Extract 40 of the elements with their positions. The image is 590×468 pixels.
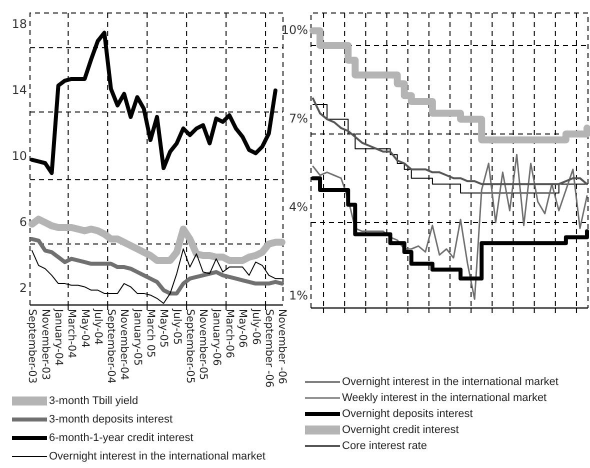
legend-label: Overnight deposits interest bbox=[342, 408, 473, 420]
x-tick-label: September-05 bbox=[184, 309, 196, 384]
x-tick-label: March-04 bbox=[66, 309, 78, 358]
line-series bbox=[30, 237, 284, 296]
x-tick-label: March 05 bbox=[144, 309, 157, 358]
y-tick-label: 1% bbox=[288, 288, 308, 302]
legend-label: Core interest rate bbox=[342, 440, 427, 452]
legend-label: Overnight credit interest bbox=[342, 424, 459, 436]
x-tick-label: November-03 bbox=[39, 309, 52, 380]
x-tick-label: September -06 bbox=[262, 309, 275, 388]
x-tick-label: November-05 bbox=[197, 309, 210, 380]
y-tick-label: 10% bbox=[281, 22, 308, 37]
x-tick-label: September-04 bbox=[105, 309, 118, 384]
y-tick-label: 2 bbox=[19, 280, 27, 295]
y-tick-label: 18 bbox=[12, 16, 27, 31]
x-tick-label: May-06 bbox=[236, 309, 249, 348]
y-tick-label: 7% bbox=[288, 111, 308, 126]
x-tick-label: July-06 bbox=[250, 308, 262, 346]
y-tick-label: 6 bbox=[19, 214, 27, 229]
legend-label: Weekly interest in the international market bbox=[342, 392, 547, 404]
legend-label: 3-month deposits interest bbox=[49, 413, 173, 426]
legend-label: 6-month-1-year credit interest bbox=[49, 432, 194, 444]
legend-label: Overnight interest in the international market bbox=[342, 376, 558, 388]
x-tick-label: January-05 bbox=[131, 308, 144, 366]
x-tick-label: November-04 bbox=[118, 309, 130, 380]
legend-label: 3-month Tbill yield bbox=[49, 394, 138, 407]
x-tick-label: May-05 bbox=[158, 309, 170, 348]
x-tick-label: March-06 bbox=[223, 309, 236, 358]
legend-label: Overnight interest in the international market bbox=[49, 450, 266, 462]
x-tick-label: January-06 bbox=[210, 308, 222, 366]
x-tick-label: May-04 bbox=[78, 309, 91, 348]
x-tick-label: July-05 bbox=[170, 308, 183, 345]
y-tick-label: 10 bbox=[12, 148, 27, 163]
x-tick-label: July-04 bbox=[92, 308, 104, 346]
x-tick-label: September-03 bbox=[26, 309, 38, 384]
x-tick-label: January-04 bbox=[52, 308, 64, 366]
line-series bbox=[312, 154, 588, 300]
y-tick-label: 14 bbox=[12, 82, 27, 97]
x-tick-label: November -06 bbox=[276, 309, 288, 384]
y-tick-label: 4% bbox=[288, 200, 308, 214]
